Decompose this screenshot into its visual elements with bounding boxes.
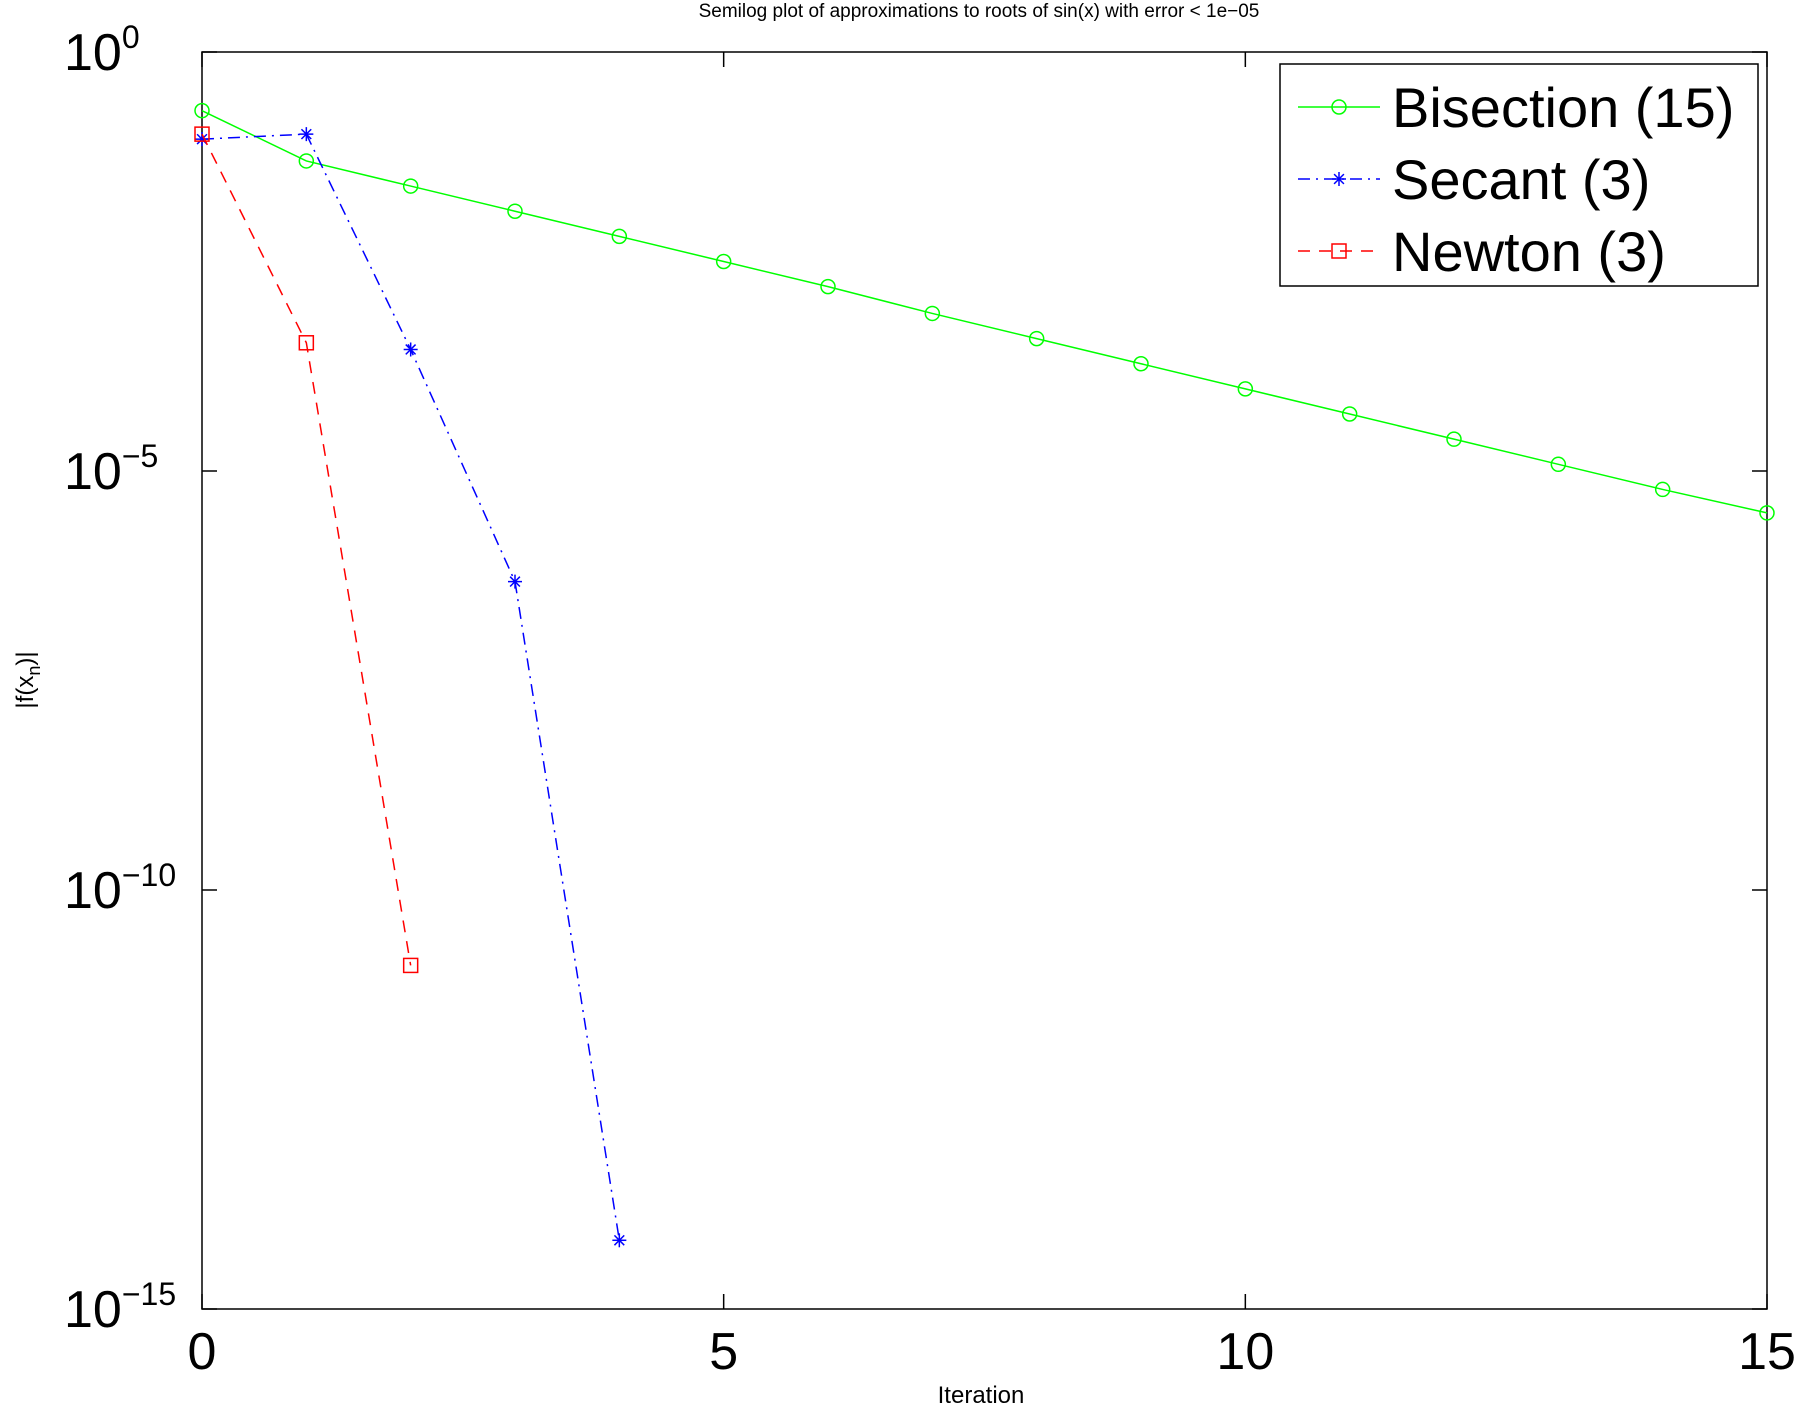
y-axis-label: |f(xn)| xyxy=(12,651,44,708)
data-point xyxy=(403,342,418,357)
data-point-stroke xyxy=(509,576,521,588)
series-line xyxy=(201,133,412,966)
series-line xyxy=(201,109,1768,514)
data-point xyxy=(1550,456,1567,473)
data-point xyxy=(1028,330,1045,347)
data-point-stroke xyxy=(613,1234,625,1246)
y-tick-label: 100 xyxy=(64,19,140,82)
legend-label: Newton (3) xyxy=(1392,220,1666,283)
data-point xyxy=(820,278,836,295)
data-point xyxy=(1331,243,1347,259)
data-point xyxy=(194,126,210,142)
legend-item: Newton (3) xyxy=(1298,220,1666,283)
data-point-stroke xyxy=(300,128,312,140)
data-point xyxy=(508,574,522,589)
data-point xyxy=(402,957,419,974)
data-point xyxy=(1237,381,1254,397)
data-point xyxy=(1332,172,1346,186)
x-tick-label: 15 xyxy=(1738,1323,1796,1381)
legend-item: Secant (3) xyxy=(1298,148,1650,211)
legend-box xyxy=(1279,63,1759,287)
plot-area xyxy=(201,51,1768,1310)
data-point xyxy=(1654,481,1671,498)
data-point xyxy=(1446,431,1462,447)
legend-label: Secant (3) xyxy=(1392,148,1650,211)
series-line xyxy=(201,133,621,1241)
plot-series xyxy=(194,102,1775,1248)
y-tick-label: 10−5 xyxy=(64,438,158,501)
data-point-stroke xyxy=(1333,173,1345,185)
chart-title: Semilog plot of approximations to roots … xyxy=(699,1,1260,22)
legend-label: Bisection (15) xyxy=(1392,76,1734,139)
legend: Bisection (15) Secant (3) Newton (3) xyxy=(1279,63,1759,287)
data-point xyxy=(402,178,419,194)
y-tick-label: 10−10 xyxy=(64,857,176,920)
data-point xyxy=(298,335,315,351)
data-point xyxy=(1133,355,1149,372)
x-tick-label: 10 xyxy=(1216,1323,1274,1381)
x-tick-label: 5 xyxy=(709,1323,738,1381)
data-point xyxy=(715,253,732,270)
data-point xyxy=(612,1233,627,1248)
series-3 xyxy=(194,126,419,974)
legend-item: Bisection (15) xyxy=(1298,76,1734,139)
data-point xyxy=(299,127,314,142)
data-point xyxy=(194,102,210,119)
y-tick-label: 10−15 xyxy=(64,1276,176,1339)
x-axis-label: Iteration xyxy=(938,1382,1025,1404)
data-point-stroke xyxy=(405,344,417,355)
data-point-stroke xyxy=(196,133,208,145)
series-2 xyxy=(195,127,627,1248)
data-point xyxy=(1759,505,1775,521)
x-tick-label: 0 xyxy=(188,1323,217,1381)
data-point xyxy=(611,228,628,245)
data-point xyxy=(924,305,941,322)
data-point xyxy=(507,203,523,219)
axis-ticks: 0 5 10 15 100 10−5 10−10 10−15 xyxy=(64,19,1796,1381)
data-point xyxy=(195,132,209,147)
data-point xyxy=(1331,99,1347,115)
series-1 xyxy=(194,102,1775,521)
data-point xyxy=(298,153,315,169)
data-point xyxy=(1341,406,1358,422)
